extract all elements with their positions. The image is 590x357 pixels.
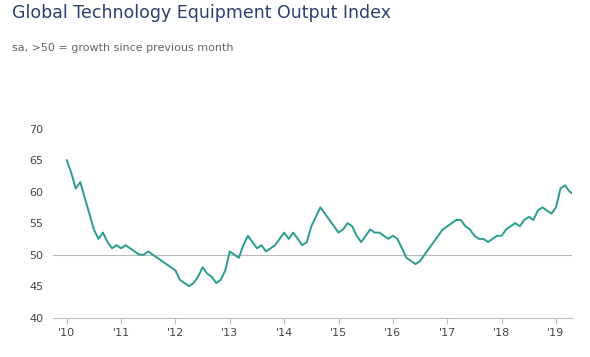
Text: sa, >50 = growth since previous month: sa, >50 = growth since previous month [12,43,233,53]
Text: Global Technology Equipment Output Index: Global Technology Equipment Output Index [12,4,391,21]
